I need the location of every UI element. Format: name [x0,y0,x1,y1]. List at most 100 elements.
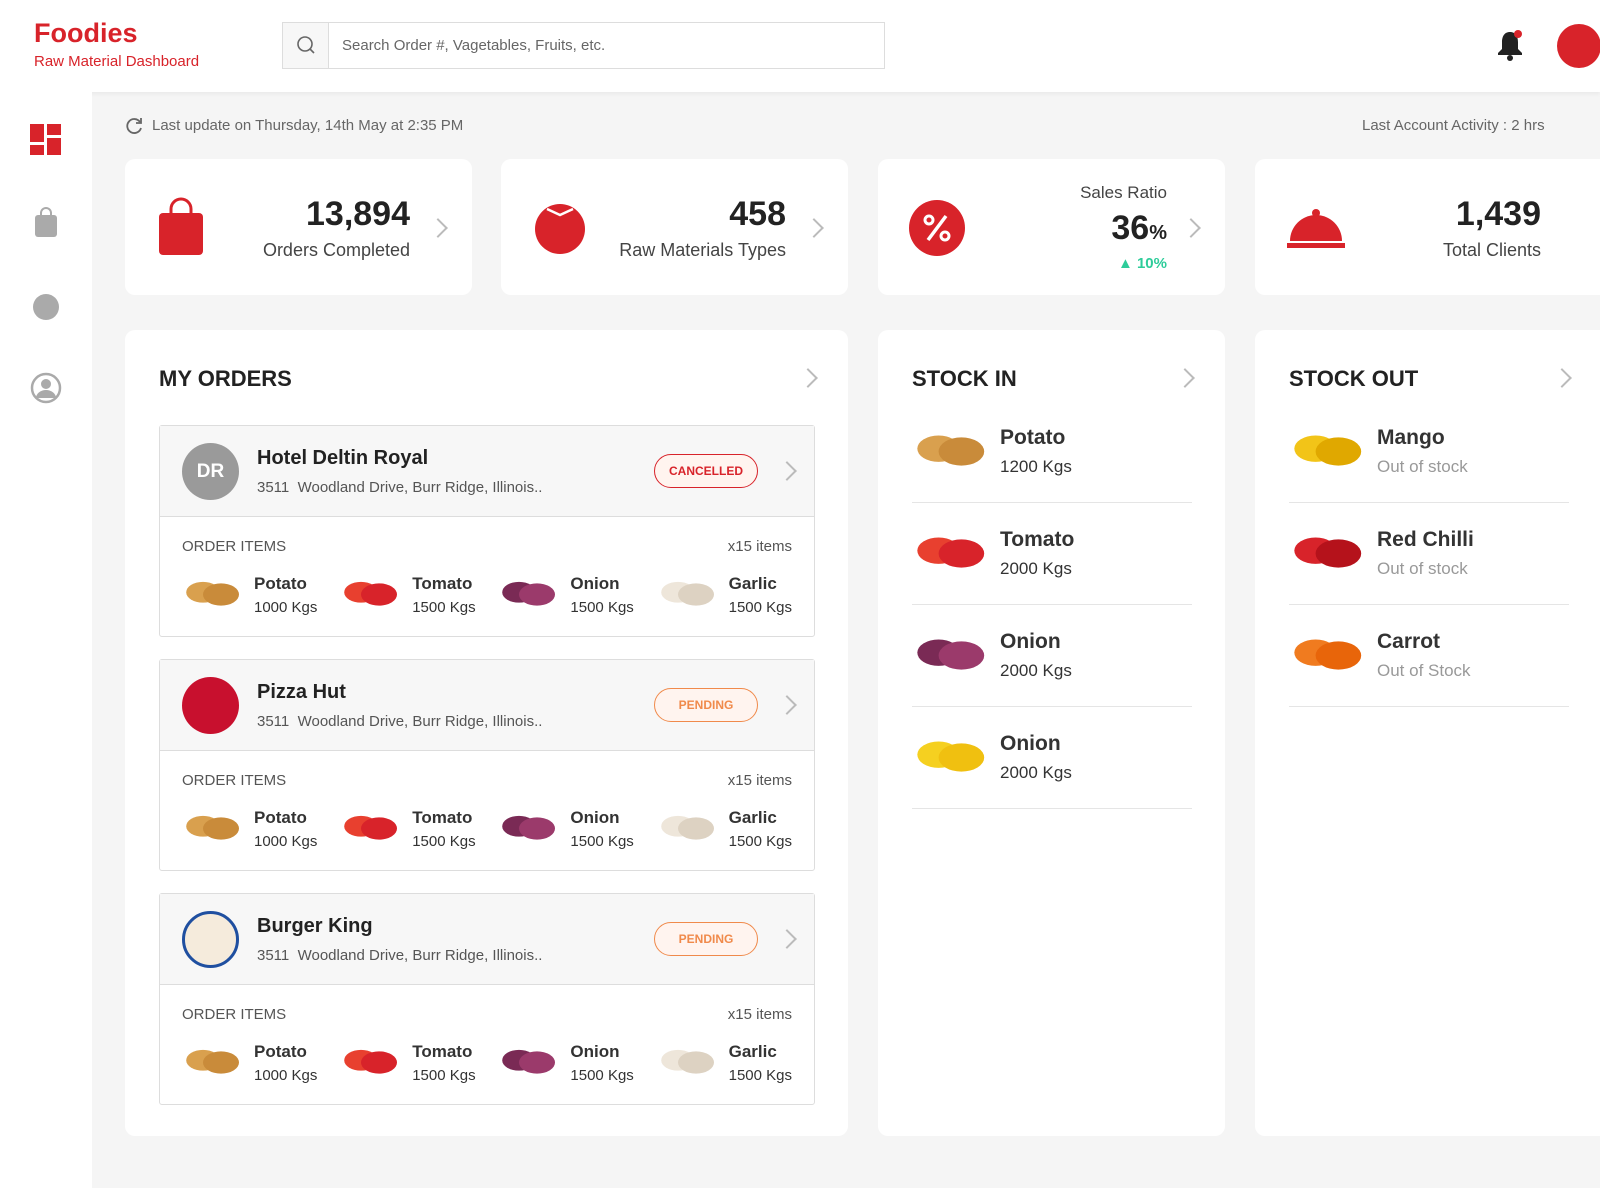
stock-item[interactable]: Carrot Out of Stock [1289,605,1569,707]
item-text: Tomato 1500 Kgs [412,574,475,616]
item-name: Onion [570,807,620,827]
order-chevron[interactable] [777,461,797,481]
nav-dashboard[interactable] [30,124,62,156]
sidebar [0,92,92,1188]
nav-profile[interactable] [30,372,62,404]
panel-chevron[interactable] [798,368,818,388]
stock-name: Onion [1000,630,1061,653]
stock-text: Onion 2000 Kgs [1000,630,1072,681]
brand-subtitle: Raw Material Dashboard [34,53,200,70]
refresh-icon[interactable] [124,116,144,136]
food-image [502,581,556,606]
food-image [344,581,398,606]
tomato-icon [535,204,585,254]
order-item: Garlic 1500 Kgs [657,806,792,851]
search-box[interactable]: Search Order #, Vagetables, Fruits, etc. [282,22,885,69]
order-item: Onion 1500 Kgs [498,572,634,617]
stock-out-panel: STOCK OUT Mango Out of stock Red Chilli Out… [1255,330,1600,1136]
client-avatar [182,911,239,968]
stat-chevron[interactable] [1181,218,1201,238]
stat-card[interactable]: Sales Ratio 36% ▲ 10% [878,159,1225,295]
order-header: Pizza Hut 3511 Woodland Drive, Burr Ridge… [160,660,814,751]
item-qty: 1500 Kgs [412,1066,476,1084]
panel-chevron[interactable] [1552,368,1572,388]
food-image [1294,435,1362,466]
food-image [660,581,714,606]
item-text: Onion 1500 Kgs [570,1042,633,1084]
item-qty: 1500 Kgs [412,832,476,850]
order-items-count: x15 items [727,1006,792,1023]
stock-item[interactable]: Onion 2000 Kgs [912,707,1192,809]
item-name: Garlic [728,1041,777,1061]
stock-name: Carrot [1377,630,1441,653]
stock-item[interactable]: Red Chilli Out of stock [1289,503,1569,605]
client-avatar [182,677,239,734]
orders-panel: MY ORDERS DR Hotel Deltin Royal 3511 Woodl… [125,330,848,1136]
client-address: 3511 Woodland Drive, Burr Ridge, Illinoi… [257,479,543,496]
order-card[interactable]: DR Hotel Deltin Royal 3511 Woodland Drive,… [159,425,815,637]
stock-item[interactable]: Tomato 2000 Kgs [912,503,1192,605]
order-card[interactable]: Pizza Hut 3511 Woodland Drive, Burr Ridge… [159,659,815,871]
stock-name: Red Chilli [1377,528,1474,551]
item-name: Tomato [412,573,473,593]
stock-text: Mango Out of stock [1377,426,1468,477]
stat-value: 36 [1111,209,1150,247]
order-card[interactable]: Burger King 3511 Woodland Drive, Burr Rid… [159,893,815,1105]
stat-unit: % [1149,222,1167,244]
notification-bell[interactable] [1495,28,1527,62]
user-avatar[interactable] [1557,24,1600,68]
item-qty: 1500 Kgs [728,832,792,850]
stat-label: Raw Materials Types [619,240,786,260]
order-items-label: ORDER ITEMS [182,538,287,555]
order-item: Potato 1000 Kgs [182,806,317,851]
stat-card[interactable]: 13,894 Orders Completed [125,159,472,295]
stock-text: Red Chilli Out of stock [1377,528,1474,579]
order-chevron[interactable] [777,929,797,949]
order-item: Tomato 1500 Kgs [340,1040,476,1085]
search-icon[interactable] [283,23,329,68]
stat-card[interactable]: 458 Raw Materials Types [501,159,848,295]
client-address: 3511 Woodland Drive, Burr Ridge, Illinoi… [257,947,543,964]
stat-change: ▲ 10% [1118,255,1167,272]
item-qty: 1500 Kgs [728,1066,792,1084]
nav-materials[interactable] [31,290,61,320]
item-qty: 1500 Kgs [412,598,476,616]
status-badge[interactable]: PENDING [654,688,758,722]
stock-name: Potato [1000,426,1066,449]
stat-card[interactable]: 1,439 Total Clients [1255,159,1600,295]
item-text: Onion 1500 Kgs [570,808,633,850]
stock-text: Carrot Out of Stock [1377,630,1471,681]
client-address: 3511 Woodland Drive, Burr Ridge, Illinoi… [257,713,543,730]
item-name: Garlic [728,573,777,593]
item-name: Tomato [412,807,473,827]
client-name: Pizza Hut [257,681,346,703]
stat-chevron[interactable] [804,218,824,238]
panel-chevron[interactable] [1175,368,1195,388]
stat-label: Total Clients [1442,240,1541,260]
last-activity: Last Account Activity : 2 hrs [1362,117,1545,134]
bag-icon [159,197,203,255]
stock-item[interactable]: Potato 1200 Kgs [912,401,1192,503]
search-placeholder[interactable]: Search Order #, Vagetables, Fruits, etc. [342,37,606,54]
order-item: Garlic 1500 Kgs [657,1040,792,1085]
stock-detail: 2000 Kgs [1000,559,1072,578]
food-image [917,741,985,772]
order-items: Potato 1000 Kgs Tomato 1500 Kgs Onion 1500 Kg… [182,1040,792,1085]
order-header: DR Hotel Deltin Royal 3511 Woodland Drive,… [160,426,814,517]
stock-item[interactable]: Mango Out of stock [1289,401,1569,503]
status-badge[interactable]: PENDING [654,922,758,956]
status-badge[interactable]: CANCELLED [654,454,758,488]
stat-value: 13,894 [306,195,410,233]
food-image [502,1049,556,1074]
stock-name: Tomato [1000,528,1075,551]
item-name: Potato [254,1041,307,1061]
stat-chevron[interactable] [428,218,448,238]
stock-item[interactable]: Onion 2000 Kgs [912,605,1192,707]
food-image [660,815,714,840]
stock-name: Mango [1377,426,1445,449]
nav-orders[interactable] [33,206,59,238]
order-chevron[interactable] [777,695,797,715]
panel-title: MY ORDERS [159,366,292,391]
